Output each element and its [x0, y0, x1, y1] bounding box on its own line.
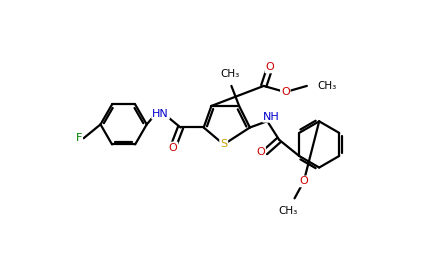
Text: NH: NH	[263, 112, 280, 122]
Text: S: S	[220, 139, 227, 149]
Text: CH₃: CH₃	[318, 81, 337, 91]
Text: O: O	[256, 147, 265, 157]
Text: HN: HN	[152, 109, 169, 119]
Text: O: O	[169, 142, 177, 152]
Text: CH₃: CH₃	[279, 206, 298, 216]
Text: O: O	[300, 176, 308, 186]
Text: CH₃: CH₃	[220, 69, 240, 79]
Text: F: F	[76, 133, 82, 143]
Text: O: O	[281, 87, 290, 97]
Text: O: O	[265, 62, 274, 72]
